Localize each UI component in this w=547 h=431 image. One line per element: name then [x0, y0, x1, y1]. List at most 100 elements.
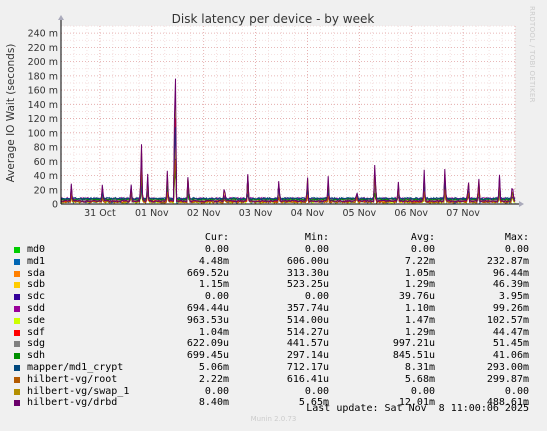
legend-avg-value: 12.01m	[398, 397, 435, 409]
series-group	[60, 78, 516, 205]
legend-min-value: 441.57u	[286, 338, 329, 350]
legend-avg-value: 997.21u	[392, 338, 435, 350]
legend-row: md1 4.48m 606.00u 7.22m 232.87m	[0, 256, 547, 268]
x-tick-label: 02 Nov	[187, 208, 221, 219]
legend-device-name: mapper/md1_crypt	[27, 362, 124, 373]
legend-max-value: 44.47m	[492, 326, 529, 338]
header-max: Max:	[504, 232, 529, 243]
legend-row: sde 963.53u 514.00u 1.47m 102.57m	[0, 315, 547, 327]
legend-swatch	[14, 282, 20, 289]
legend-swatch	[14, 400, 20, 407]
legend-row: sdd 694.44u 357.74u 1.10m 99.26m	[0, 303, 547, 315]
legend-max-value: 96.44m	[492, 267, 529, 279]
legend-device-name: hilbert-vg/root	[27, 373, 118, 385]
legend-row: md0 0.00 0.00 0.00 0.00	[0, 244, 547, 256]
y-tick-label: 40 m	[34, 171, 58, 182]
legend-device-name: sdd	[27, 303, 46, 314]
legend-cur-value: 1.04m	[198, 326, 229, 338]
legend-avg-value: 7.22m	[404, 255, 435, 267]
legend-swatch	[14, 270, 20, 277]
legend-row: sda 669.52u 313.30u 1.05m 96.44m	[0, 268, 547, 280]
legend-max-value: 46.39m	[492, 279, 529, 291]
legend-min-value: 357.74u	[286, 303, 329, 314]
legend-device-name: sde	[27, 314, 46, 326]
legend-swatch	[14, 306, 20, 312]
legend-min-value: 514.00u	[286, 314, 329, 326]
legend-cur-value: 694.44u	[186, 303, 229, 314]
legend-header: Cur: Min: Avg: Max:	[0, 232, 547, 244]
legend-min-value: 313.30u	[286, 267, 329, 279]
y-tick-label: 60 m	[34, 157, 58, 168]
plot-area	[61, 26, 515, 204]
legend-device-name: md0	[27, 244, 46, 255]
legend-row: hilbert-vg/swap_1 0.00 0.00 0.00 0.00	[0, 386, 547, 398]
legend-cur-value: 2.22m	[198, 373, 229, 385]
y-axis-arrow-icon	[58, 15, 64, 20]
legend-swatch	[14, 329, 20, 336]
legend-cur-value: 669.52u	[186, 267, 229, 279]
grid	[60, 25, 516, 204]
legend-min-value: 297.14u	[286, 350, 329, 362]
legend-row: sdg 622.09u 441.57u 997.21u 51.45m	[0, 338, 547, 350]
legend-max-value: 0.00	[504, 244, 529, 255]
header-min: Min:	[304, 232, 329, 243]
legend-min-value: 0.00	[304, 385, 329, 397]
x-tick-label: 06 Nov	[394, 208, 428, 219]
legend-avg-value: 39.76u	[398, 291, 435, 303]
legend-device-name: sdh	[27, 350, 46, 362]
y-tick-label: 200 m	[28, 57, 58, 68]
header-cur: Cur:	[204, 232, 229, 243]
munin-version: Munin 2.0.73	[250, 415, 297, 423]
last-update: Last update: Sat Nov 8 11:00:06 2025	[306, 403, 529, 414]
series-line-sdh	[60, 165, 516, 202]
legend-row: sdh 699.45u 297.14u 845.51u 41.06m	[0, 350, 547, 362]
legend-swatch	[14, 294, 20, 301]
legend-avg-value: 8.31m	[404, 362, 435, 373]
legend-device-name: sdc	[27, 291, 46, 303]
legend-row: hilbert-vg/drbd 8.40m 5.65m 12.01m 488.61m	[0, 397, 547, 409]
legend-device-name: hilbert-vg/swap_1	[27, 385, 130, 397]
legend-avg-value: 1.29m	[404, 279, 435, 291]
legend-max-value: 299.87m	[486, 373, 529, 385]
legend-cur-value: 0.00	[204, 244, 229, 255]
legend-cur-value: 4.48m	[198, 255, 229, 267]
legend-max-value: 3.95m	[498, 291, 529, 303]
legend-row: mapper/md1_crypt 5.06m 712.17u 8.31m 293.00m	[0, 362, 547, 374]
legend-max-value: 232.87m	[486, 255, 529, 267]
legend-swatch	[14, 376, 20, 383]
x-tick-label: 04 Nov	[291, 208, 325, 219]
chart-title: Disk latency per device - by week	[172, 12, 375, 26]
x-tick-label: 03 Nov	[239, 208, 273, 219]
y-tick-label: 140 m	[28, 100, 58, 111]
y-tick-label: 120 m	[28, 114, 58, 125]
legend-max-value: 293.00m	[486, 362, 529, 373]
legend-avg-value: 845.51u	[392, 350, 435, 362]
legend-avg-value: 0.00	[410, 385, 435, 397]
legend-device-name: sdg	[27, 338, 46, 350]
legend-swatch	[14, 317, 20, 324]
legend-cur-value: 0.00	[204, 385, 229, 397]
legend-min-value: 616.41u	[286, 373, 329, 385]
legend-swatch	[14, 365, 20, 371]
legend-swatch	[14, 258, 20, 265]
legend-swatch	[14, 353, 20, 360]
y-axis-label: Average IO Wait (seconds)	[5, 44, 17, 183]
legend-row: sdb 1.15m 523.25u 1.29m 46.39m	[0, 279, 547, 291]
legend-max-value: 102.57m	[486, 314, 529, 326]
legend-avg-value: 1.05m	[404, 267, 435, 279]
x-axis-arrow-icon	[519, 201, 524, 207]
legend-max-value: 41.06m	[492, 350, 529, 362]
legend-min-value: 523.25u	[286, 279, 329, 291]
legend-min-value: 606.00u	[286, 255, 329, 267]
y-tick-label: 160 m	[28, 86, 58, 97]
y-tick-label: 180 m	[28, 71, 58, 82]
legend-max-value: 51.45m	[492, 338, 529, 350]
series-line-mapper-md1-crypt	[60, 127, 516, 201]
y-tick-label: 80 m	[34, 143, 58, 154]
legend-device-name: md1	[27, 255, 46, 267]
legend-row: sdf 1.04m 514.27u 1.29m 44.47m	[0, 327, 547, 339]
legend-cur-value: 963.53u	[186, 314, 229, 326]
legend-max-value: 99.26m	[492, 303, 529, 314]
legend-min-value: 5.65m	[298, 397, 329, 409]
legend-cur-value: 1.15m	[198, 279, 229, 291]
